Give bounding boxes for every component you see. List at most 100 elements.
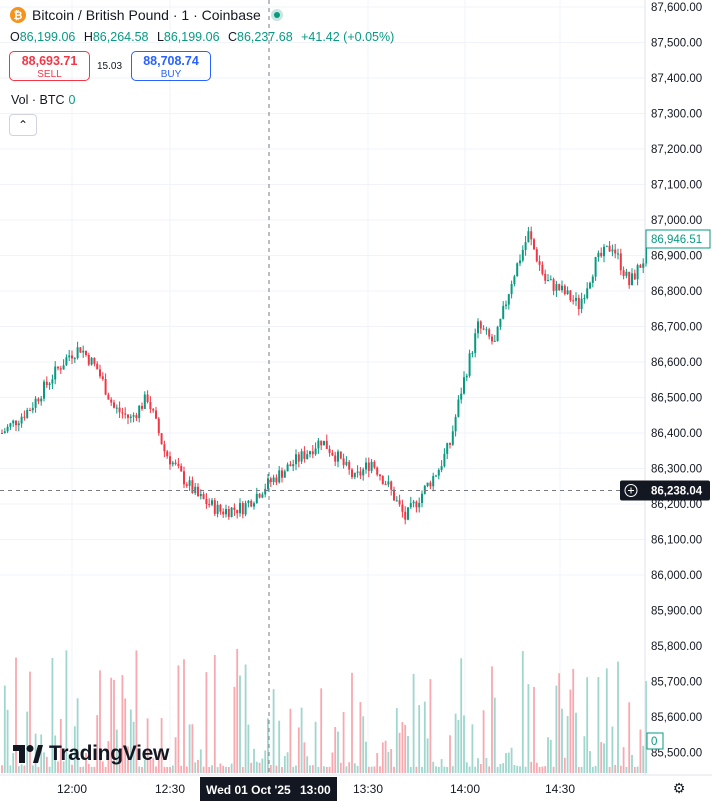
volume-bar — [51, 658, 54, 773]
candle-body — [79, 347, 82, 353]
volume-bar — [222, 765, 225, 773]
crosshair-time-badge — [200, 777, 337, 801]
volume-bar — [132, 721, 135, 773]
candle-body — [437, 469, 440, 476]
candle-body — [566, 290, 569, 294]
candle-body — [317, 440, 320, 449]
add-alert-icon — [624, 483, 638, 497]
collapse-legend-button[interactable]: ⌃ — [9, 114, 37, 136]
volume-bar — [594, 765, 597, 773]
volume-bar — [519, 766, 521, 773]
candle-body — [549, 279, 552, 281]
volume-bar — [572, 668, 575, 773]
y-tick-label: 85,500.00 — [651, 748, 702, 760]
volume-bar — [603, 743, 605, 773]
volume-bar — [451, 766, 454, 773]
volume-bar — [93, 766, 96, 773]
volume-bar — [362, 716, 365, 773]
candle-body — [37, 398, 40, 402]
volume-bar — [446, 766, 449, 773]
volume-bar — [205, 672, 208, 773]
volume-bar — [552, 766, 555, 773]
sell-button[interactable]: 88,693.71 SELL — [9, 51, 90, 81]
volume-bar — [286, 752, 289, 773]
volume-bar — [31, 765, 34, 773]
volume-bar — [180, 765, 183, 773]
candle-body — [586, 288, 589, 299]
volume-bar — [605, 668, 608, 773]
volume-bar — [82, 766, 85, 773]
ohlc-open-key: O — [10, 30, 20, 44]
candle-body — [415, 501, 418, 508]
volume-bar — [320, 688, 323, 773]
candle-body — [432, 476, 435, 487]
volume-bar — [611, 726, 614, 773]
candle-body — [118, 407, 121, 413]
volume-axis-badge — [646, 732, 664, 750]
settings-gear-icon[interactable]: ⚙ — [672, 781, 686, 797]
volume-bar — [272, 689, 275, 773]
volume-bar — [575, 712, 577, 773]
symbol-title[interactable]: Bitcoin / British Pound · 1 · Coinbase — [32, 7, 261, 23]
candle-body — [6, 426, 9, 432]
candle-body — [113, 402, 115, 408]
ohlc-open-value: 86,199.06 — [19, 30, 76, 44]
volume-bar — [202, 766, 205, 773]
volume-bar — [566, 716, 569, 773]
candle-body — [272, 477, 275, 483]
candle-body — [491, 336, 493, 342]
x-tick-label: 14:00 — [450, 782, 480, 796]
candle-body — [295, 454, 297, 465]
market-open-icon — [270, 9, 283, 21]
candle-body — [575, 297, 577, 301]
volume-bar — [6, 709, 9, 773]
x-tick-label: 12:00 — [57, 782, 87, 796]
candle-body — [381, 476, 384, 485]
volume-bar — [146, 718, 149, 773]
volume-bar — [589, 751, 591, 773]
volume-bar — [370, 766, 373, 773]
volume-bar — [600, 742, 603, 773]
volume-bars — [1, 648, 647, 773]
volume-bar — [317, 766, 320, 773]
candle-body — [152, 409, 155, 411]
candle-body — [188, 480, 191, 486]
candle-body — [40, 398, 43, 402]
candle-body — [376, 467, 379, 475]
candle-body — [169, 456, 171, 465]
volume-bar — [351, 672, 353, 773]
candle-body — [418, 502, 421, 508]
volume-bar — [292, 766, 295, 773]
buy-button[interactable]: 88,708.74 BUY — [131, 51, 211, 81]
candle-body — [90, 357, 93, 365]
candle-body — [362, 469, 365, 476]
volume-bar — [645, 680, 647, 773]
candle-body — [124, 413, 127, 415]
candle-body — [443, 453, 446, 467]
volume-bar — [311, 765, 314, 773]
volume-axis-label: 0 — [651, 736, 657, 748]
candle-body — [642, 263, 645, 268]
candle-body — [370, 461, 373, 471]
candle-body — [59, 368, 62, 370]
candle-body — [311, 451, 314, 455]
candle-body — [507, 294, 510, 305]
volume-bar — [533, 686, 535, 773]
volume-bar — [421, 766, 423, 773]
candle-body — [107, 394, 110, 400]
ohlc-close-key: C — [228, 30, 238, 44]
y-tick-label: 86,300.00 — [651, 464, 702, 476]
candle-body — [547, 280, 549, 282]
volume-bar — [124, 698, 127, 773]
candle-body — [82, 350, 85, 353]
y-tick-label: 86,400.00 — [651, 428, 702, 440]
chevron-up-icon: ⌃ — [17, 118, 29, 132]
candle-body — [463, 377, 465, 394]
candle-body — [412, 501, 415, 504]
candle-body — [493, 340, 496, 342]
candle-body — [605, 245, 608, 247]
volume-bar — [244, 664, 247, 773]
volume-bar — [269, 764, 272, 773]
volume-bar — [558, 673, 561, 773]
